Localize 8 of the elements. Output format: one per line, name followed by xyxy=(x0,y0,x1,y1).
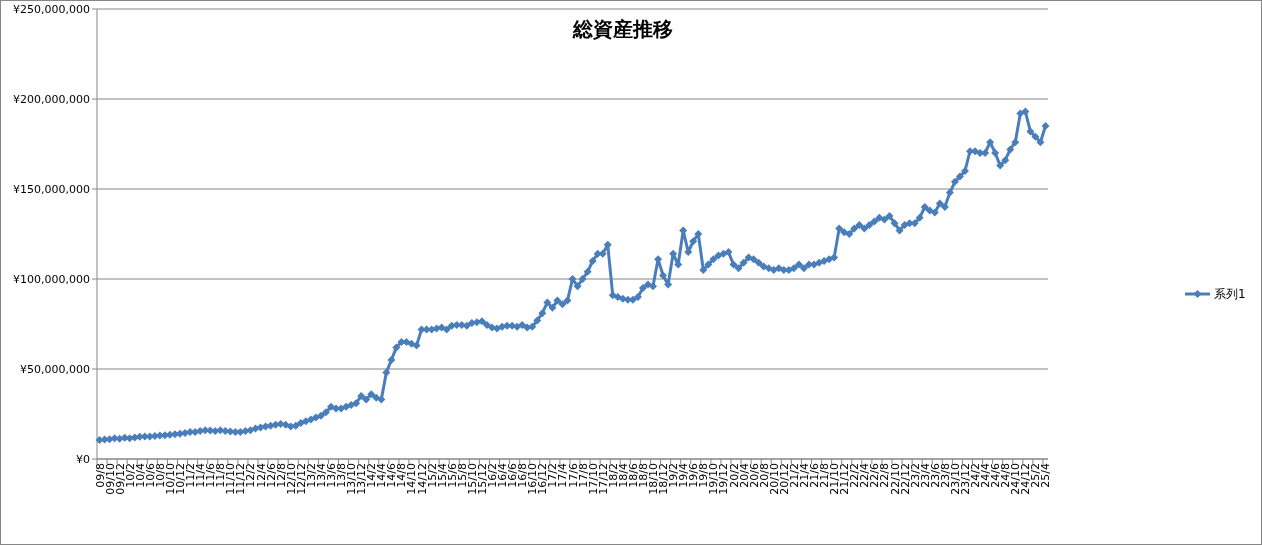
y-tick-label: ¥150,000,000 xyxy=(13,183,90,196)
y-tick-label: ¥200,000,000 xyxy=(13,93,90,106)
chart-title: 総資産推移 xyxy=(571,17,673,41)
legend-label: 系列1 xyxy=(1214,287,1246,301)
y-tick-label: ¥0 xyxy=(76,453,90,466)
y-tick-label: ¥50,000,000 xyxy=(20,363,90,376)
y-tick-label: ¥100,000,000 xyxy=(13,273,90,286)
y-tick-label: ¥250,000,000 xyxy=(13,3,90,16)
